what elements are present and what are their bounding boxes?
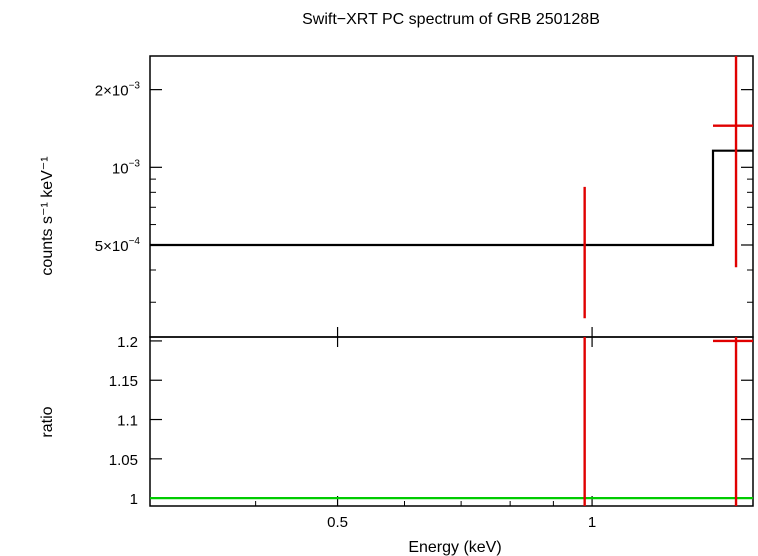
spectrum-y-tick-label: 10−3: [112, 158, 141, 177]
ratio-y-tick-label: 1.05: [109, 452, 138, 469]
spectrum-y-tick-label: 5×10−4: [95, 236, 141, 255]
ratio-y-tick-label: 1.2: [117, 334, 138, 351]
spectrum-model: [150, 149, 753, 247]
spectrum-y-tick-mantissa: 5×10: [95, 238, 129, 255]
spectrum-panel: 5×10−410−32×10−3 counts s⁻¹ keV⁻¹: [39, 55, 754, 338]
ratio-y-ticks: 1 1.05 1.1 1.15 1.2: [109, 334, 753, 508]
ratio-y-tick-label: 1.15: [109, 373, 138, 390]
ratio-data-points: [583, 337, 753, 506]
spectrum-y-tick-mantissa: 2×10: [95, 83, 129, 100]
ratio-x-tick-label: 0.5: [327, 514, 348, 531]
spectrum-y-axis-label: counts s⁻¹ keV⁻¹: [39, 156, 56, 275]
ratio-y-tick-label: 1: [130, 491, 138, 508]
spectrum-y-tick-exponent: −4: [129, 236, 141, 247]
ratio-y-tick-label: 1.1: [117, 413, 138, 430]
ratio-panel-frame: [149, 336, 754, 507]
spectrum-y-tick-mantissa: 10: [112, 160, 129, 177]
ratio-x-ticks: 0.5 1: [255, 337, 596, 531]
chart-title: Swift−XRT PC spectrum of GRB 250128B: [302, 11, 600, 28]
spectrum-data-points: [583, 56, 753, 319]
spectrum-model-line: [150, 149, 753, 247]
spectrum-panel-frame: [149, 55, 754, 338]
spectrum-y-ticks: 5×10−410−32×10−3: [95, 81, 753, 337]
spectrum-y-tick-exponent: −3: [129, 81, 141, 92]
spectrum-y-tick-exponent: −3: [129, 158, 141, 169]
ratio-x-tick-label: 1: [588, 514, 596, 531]
x-axis-label: Energy (keV): [408, 539, 501, 556]
ratio-panel: 11.051.11.151.2 0.5 1 ratio Energy (keV): [39, 334, 754, 556]
spectrum-y-tick-label: 2×10−3: [95, 81, 141, 100]
ratio-y-axis-label: ratio: [39, 406, 56, 437]
